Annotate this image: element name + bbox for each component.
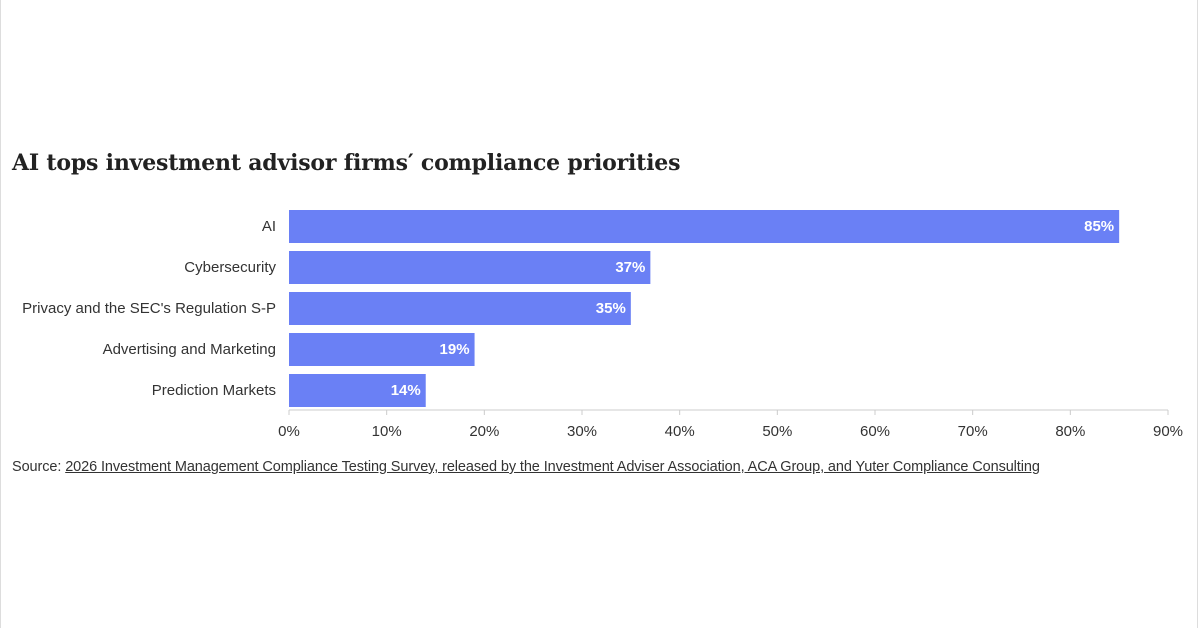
- x-tick-label: 70%: [958, 423, 988, 440]
- bar: [289, 292, 631, 325]
- x-tick-label: 30%: [567, 423, 597, 440]
- category-label: Privacy and the SEC's Regulation S-P: [22, 300, 276, 317]
- x-tick-label: 50%: [762, 423, 792, 440]
- bar: [289, 210, 1120, 243]
- source-prefix: Source:: [12, 459, 66, 475]
- data-label: 19%: [440, 341, 470, 358]
- data-label: 85%: [1084, 218, 1114, 235]
- data-label: 37%: [615, 259, 645, 276]
- category-label: AI: [262, 218, 276, 235]
- x-tick-label: 90%: [1153, 423, 1183, 440]
- x-tick-label: 80%: [1055, 423, 1085, 440]
- source-note: Source: 2026 Investment Management Compl…: [12, 459, 1040, 475]
- x-tick-label: 40%: [665, 423, 695, 440]
- bar: [289, 374, 426, 407]
- x-tick-label: 10%: [372, 423, 402, 440]
- data-label: 14%: [391, 382, 421, 399]
- bar: [289, 333, 475, 366]
- chart-title: AI tops investment advisor firms′ compli…: [12, 150, 681, 176]
- x-tick-label: 60%: [860, 423, 890, 440]
- category-label: Advertising and Marketing: [103, 341, 276, 358]
- source-link[interactable]: 2026 Investment Management Compliance Te…: [65, 459, 1040, 475]
- category-label: Prediction Markets: [152, 382, 276, 399]
- bar-chart: AI 85% Cybersecurity 37% Privacy and the SEC…: [22, 210, 1183, 440]
- category-label: Cybersecurity: [184, 259, 276, 276]
- x-tick-label: 0%: [278, 423, 300, 440]
- x-tick-label: 20%: [469, 423, 499, 440]
- data-label: 35%: [596, 300, 626, 317]
- bar: [289, 251, 651, 284]
